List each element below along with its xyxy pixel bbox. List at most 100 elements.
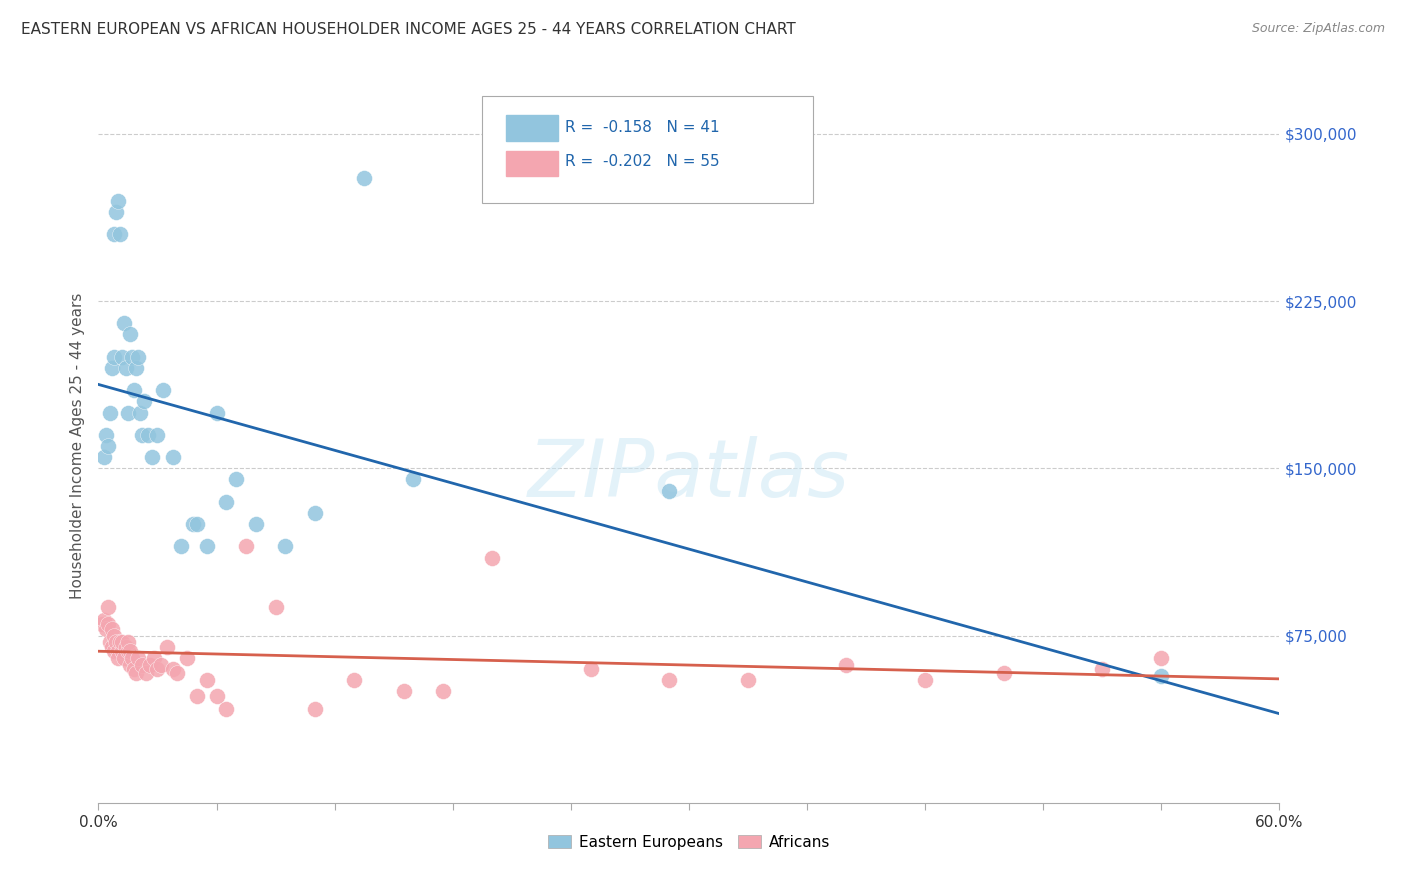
Point	[304, 506, 326, 520]
Point	[103, 227, 125, 241]
Point	[135, 666, 157, 681]
Point	[186, 516, 208, 531]
Point	[111, 635, 134, 649]
Point	[122, 662, 145, 676]
Point	[101, 640, 124, 654]
Point	[103, 628, 125, 642]
Point	[264, 599, 287, 614]
Point	[118, 327, 141, 342]
Point	[103, 644, 125, 658]
Point	[1150, 651, 1173, 665]
Point	[125, 360, 148, 375]
Point	[195, 673, 218, 687]
Text: EASTERN EUROPEAN VS AFRICAN HOUSEHOLDER INCOME AGES 25 - 44 YEARS CORRELATION CH: EASTERN EUROPEAN VS AFRICAN HOUSEHOLDER …	[21, 22, 796, 37]
Point	[343, 673, 366, 687]
Point	[97, 439, 120, 453]
Point	[117, 405, 139, 419]
Point	[107, 651, 129, 665]
Point	[107, 194, 129, 208]
Point	[141, 450, 163, 464]
Point	[131, 427, 153, 442]
Point	[993, 666, 1015, 681]
Point	[105, 204, 128, 219]
Point	[127, 651, 149, 665]
Point	[127, 350, 149, 364]
Point	[658, 673, 681, 687]
Point	[118, 644, 141, 658]
Point	[132, 394, 155, 409]
Point	[111, 350, 134, 364]
Point	[121, 350, 143, 364]
Point	[658, 483, 681, 498]
Point	[97, 599, 120, 614]
Point	[205, 405, 228, 419]
Point	[108, 635, 131, 649]
Point	[162, 450, 184, 464]
FancyBboxPatch shape	[506, 115, 558, 141]
Point	[274, 539, 297, 553]
Text: R =  -0.202   N = 55: R = -0.202 N = 55	[565, 154, 720, 169]
Point	[737, 673, 759, 687]
Point	[146, 427, 169, 442]
Point	[162, 662, 184, 676]
Point	[156, 640, 179, 654]
Point	[125, 666, 148, 681]
Text: Source: ZipAtlas.com: Source: ZipAtlas.com	[1251, 22, 1385, 36]
Point	[225, 472, 247, 486]
Point	[117, 635, 139, 649]
Text: ZIPatlas: ZIPatlas	[527, 435, 851, 514]
Point	[181, 516, 204, 531]
Legend: Eastern Europeans, Africans: Eastern Europeans, Africans	[541, 829, 837, 855]
Point	[150, 657, 173, 672]
Point	[101, 360, 124, 375]
Point	[166, 666, 188, 681]
Text: R =  -0.158   N = 41: R = -0.158 N = 41	[565, 120, 720, 136]
Point	[186, 689, 208, 703]
Point	[138, 657, 160, 672]
Point	[107, 644, 129, 658]
Point	[96, 622, 118, 636]
Point	[93, 450, 115, 464]
Point	[111, 644, 134, 658]
Point	[353, 171, 375, 186]
Point	[170, 539, 193, 553]
FancyBboxPatch shape	[482, 96, 813, 203]
Y-axis label: Householder Income Ages 25 - 44 years: Householder Income Ages 25 - 44 years	[69, 293, 84, 599]
FancyBboxPatch shape	[506, 151, 558, 177]
Point	[195, 539, 218, 553]
Point	[103, 350, 125, 364]
Point	[97, 617, 120, 632]
Point	[112, 651, 135, 665]
Point	[215, 702, 238, 716]
Point	[115, 360, 138, 375]
Point	[98, 405, 121, 419]
Point	[142, 651, 165, 665]
Point	[402, 472, 425, 486]
Point	[1150, 669, 1173, 683]
Point	[235, 539, 257, 553]
Point	[392, 684, 415, 698]
Point	[115, 640, 138, 654]
Point	[176, 651, 198, 665]
Point	[105, 635, 128, 649]
Point	[91, 617, 114, 632]
Point	[117, 644, 139, 658]
Point	[122, 383, 145, 397]
Point	[205, 689, 228, 703]
Point	[304, 702, 326, 716]
Point	[245, 516, 267, 531]
Point	[914, 673, 936, 687]
Point	[146, 662, 169, 676]
Point	[136, 427, 159, 442]
Point	[131, 657, 153, 672]
Point	[108, 227, 131, 241]
Point	[93, 613, 115, 627]
Point	[118, 657, 141, 672]
Point	[579, 662, 602, 676]
Point	[96, 427, 118, 442]
Point	[128, 405, 150, 419]
Point	[98, 635, 121, 649]
Point	[215, 494, 238, 508]
Point	[112, 316, 135, 330]
Point	[432, 684, 454, 698]
